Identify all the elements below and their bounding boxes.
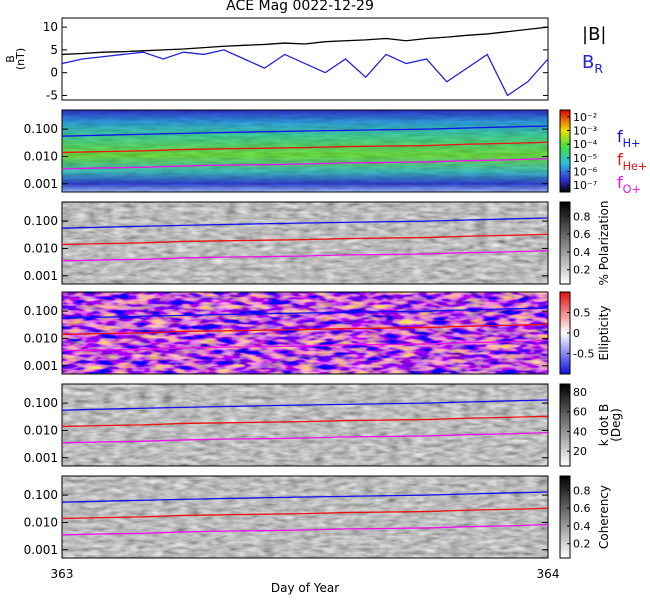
series-line [61, 49, 549, 97]
colorbar-tick-label: 80 [573, 386, 587, 399]
colorbar-tick-label: 0.4 [573, 246, 591, 259]
legend-entry: |B| [582, 24, 606, 45]
legend-name: B [582, 52, 594, 73]
colorbar-tick-label: 10⁻⁷ [573, 179, 597, 192]
series-line [61, 307, 549, 319]
x-axis-label: Day of Year [271, 581, 339, 595]
y-tick-label: 0.001 [24, 451, 58, 465]
colorbar-tick-label: 0.6 [573, 228, 591, 241]
colorbar-tick-label: 10⁻² [573, 111, 597, 124]
colorbar [559, 475, 571, 559]
colorbar-tick-label: 10⁻⁶ [573, 166, 598, 179]
series-line [61, 125, 549, 137]
plot-frame [61, 17, 549, 101]
y-axis-label: (nT) [14, 48, 27, 70]
series-line [61, 323, 549, 336]
y-tick-label: 0.001 [24, 269, 58, 283]
series-line [61, 233, 549, 246]
y-axis-label: B [4, 55, 17, 63]
series-line [61, 432, 549, 444]
colorbar-tick-label: 60 [573, 406, 587, 419]
series-line [61, 217, 549, 229]
series-line [61, 250, 549, 262]
y-tick-label: 0.001 [24, 177, 58, 191]
series-line [61, 415, 549, 428]
plot-frame [61, 291, 549, 375]
series-line [61, 524, 549, 536]
legend-subscript: O+ [623, 183, 641, 196]
colorbar-label: % Polarization [597, 201, 611, 286]
colorbar [559, 383, 571, 467]
x-tick-label: 364 [537, 567, 560, 581]
series-line [61, 340, 549, 352]
legend-subscript: R [594, 61, 603, 76]
legend-entry: fH+ [617, 127, 640, 150]
y-tick-label: 0.001 [24, 543, 58, 557]
series-line [61, 26, 549, 56]
colorbar-tick-label: 0.5 [573, 307, 591, 320]
legend-name: |B| [582, 24, 606, 45]
colorbar-tick-label: 10⁻⁴ [573, 138, 598, 151]
plot-frame [61, 201, 549, 285]
colorbar-tick-label: 10⁻⁵ [573, 152, 597, 165]
series-line [61, 399, 549, 411]
legend-subscript: H+ [623, 137, 641, 150]
legend-entry: fHe+ [617, 150, 647, 173]
colorbar-label: (Deg) [609, 408, 623, 442]
colorbar-tick-label: 0.2 [573, 538, 591, 551]
colorbar-label: Ellipticity [597, 306, 611, 361]
y-tick-label: 0.100 [24, 122, 58, 136]
colorbar-label: Coherency [597, 485, 611, 549]
plot-frame [61, 109, 549, 193]
colorbar-tick-label: 40 [573, 425, 587, 438]
plot-frame [61, 475, 549, 559]
colorbar [559, 201, 571, 285]
y-tick-label: 0.100 [24, 304, 58, 318]
colorbar-tick-label: 0.6 [573, 502, 591, 515]
series-line [61, 158, 549, 170]
colorbar [559, 109, 571, 193]
x-tick-label: 363 [51, 567, 74, 581]
y-tick-label: 5 [50, 43, 58, 57]
legend-entry: fO+ [617, 173, 641, 196]
legend-entry: BR [582, 52, 603, 76]
y-tick-label: 10 [43, 20, 58, 34]
y-tick-label: 0.010 [24, 149, 58, 163]
colorbar-tick-label: 0.8 [573, 210, 591, 223]
y-tick-label: 0.100 [24, 396, 58, 410]
y-tick-label: 0.001 [24, 359, 58, 373]
y-tick-label: 0 [50, 66, 58, 80]
colorbar-tick-label: 0.4 [573, 520, 591, 533]
legend-name: f [617, 150, 623, 169]
colorbar-label: k dot B [597, 404, 611, 446]
plot-frame [61, 383, 549, 467]
y-tick-label: 0.100 [24, 214, 58, 228]
y-tick-label: 0.100 [24, 488, 58, 502]
colorbar-tick-label: 10⁻³ [573, 125, 597, 138]
legend-name: f [617, 127, 623, 146]
chart-title: ACE Mag 0022-12-29 [226, 0, 374, 14]
y-tick-label: -5 [46, 88, 58, 102]
series-line [61, 491, 549, 503]
y-tick-label: 0.010 [24, 515, 58, 529]
legend-name: f [617, 173, 623, 192]
colorbar-tick-label: 0.8 [573, 484, 591, 497]
colorbar-tick-label: 0 [573, 327, 580, 340]
colorbar-tick-label: 0.2 [573, 264, 591, 277]
legend-subscript: He+ [623, 160, 648, 173]
colorbar-tick-label: 20 [573, 445, 587, 458]
series-line [61, 507, 549, 520]
y-tick-label: 0.010 [24, 241, 58, 255]
series-line [61, 141, 549, 154]
y-tick-label: 0.010 [24, 423, 58, 437]
y-tick-label: 0.010 [24, 331, 58, 345]
colorbar-tick-label: -0.5 [573, 348, 594, 361]
